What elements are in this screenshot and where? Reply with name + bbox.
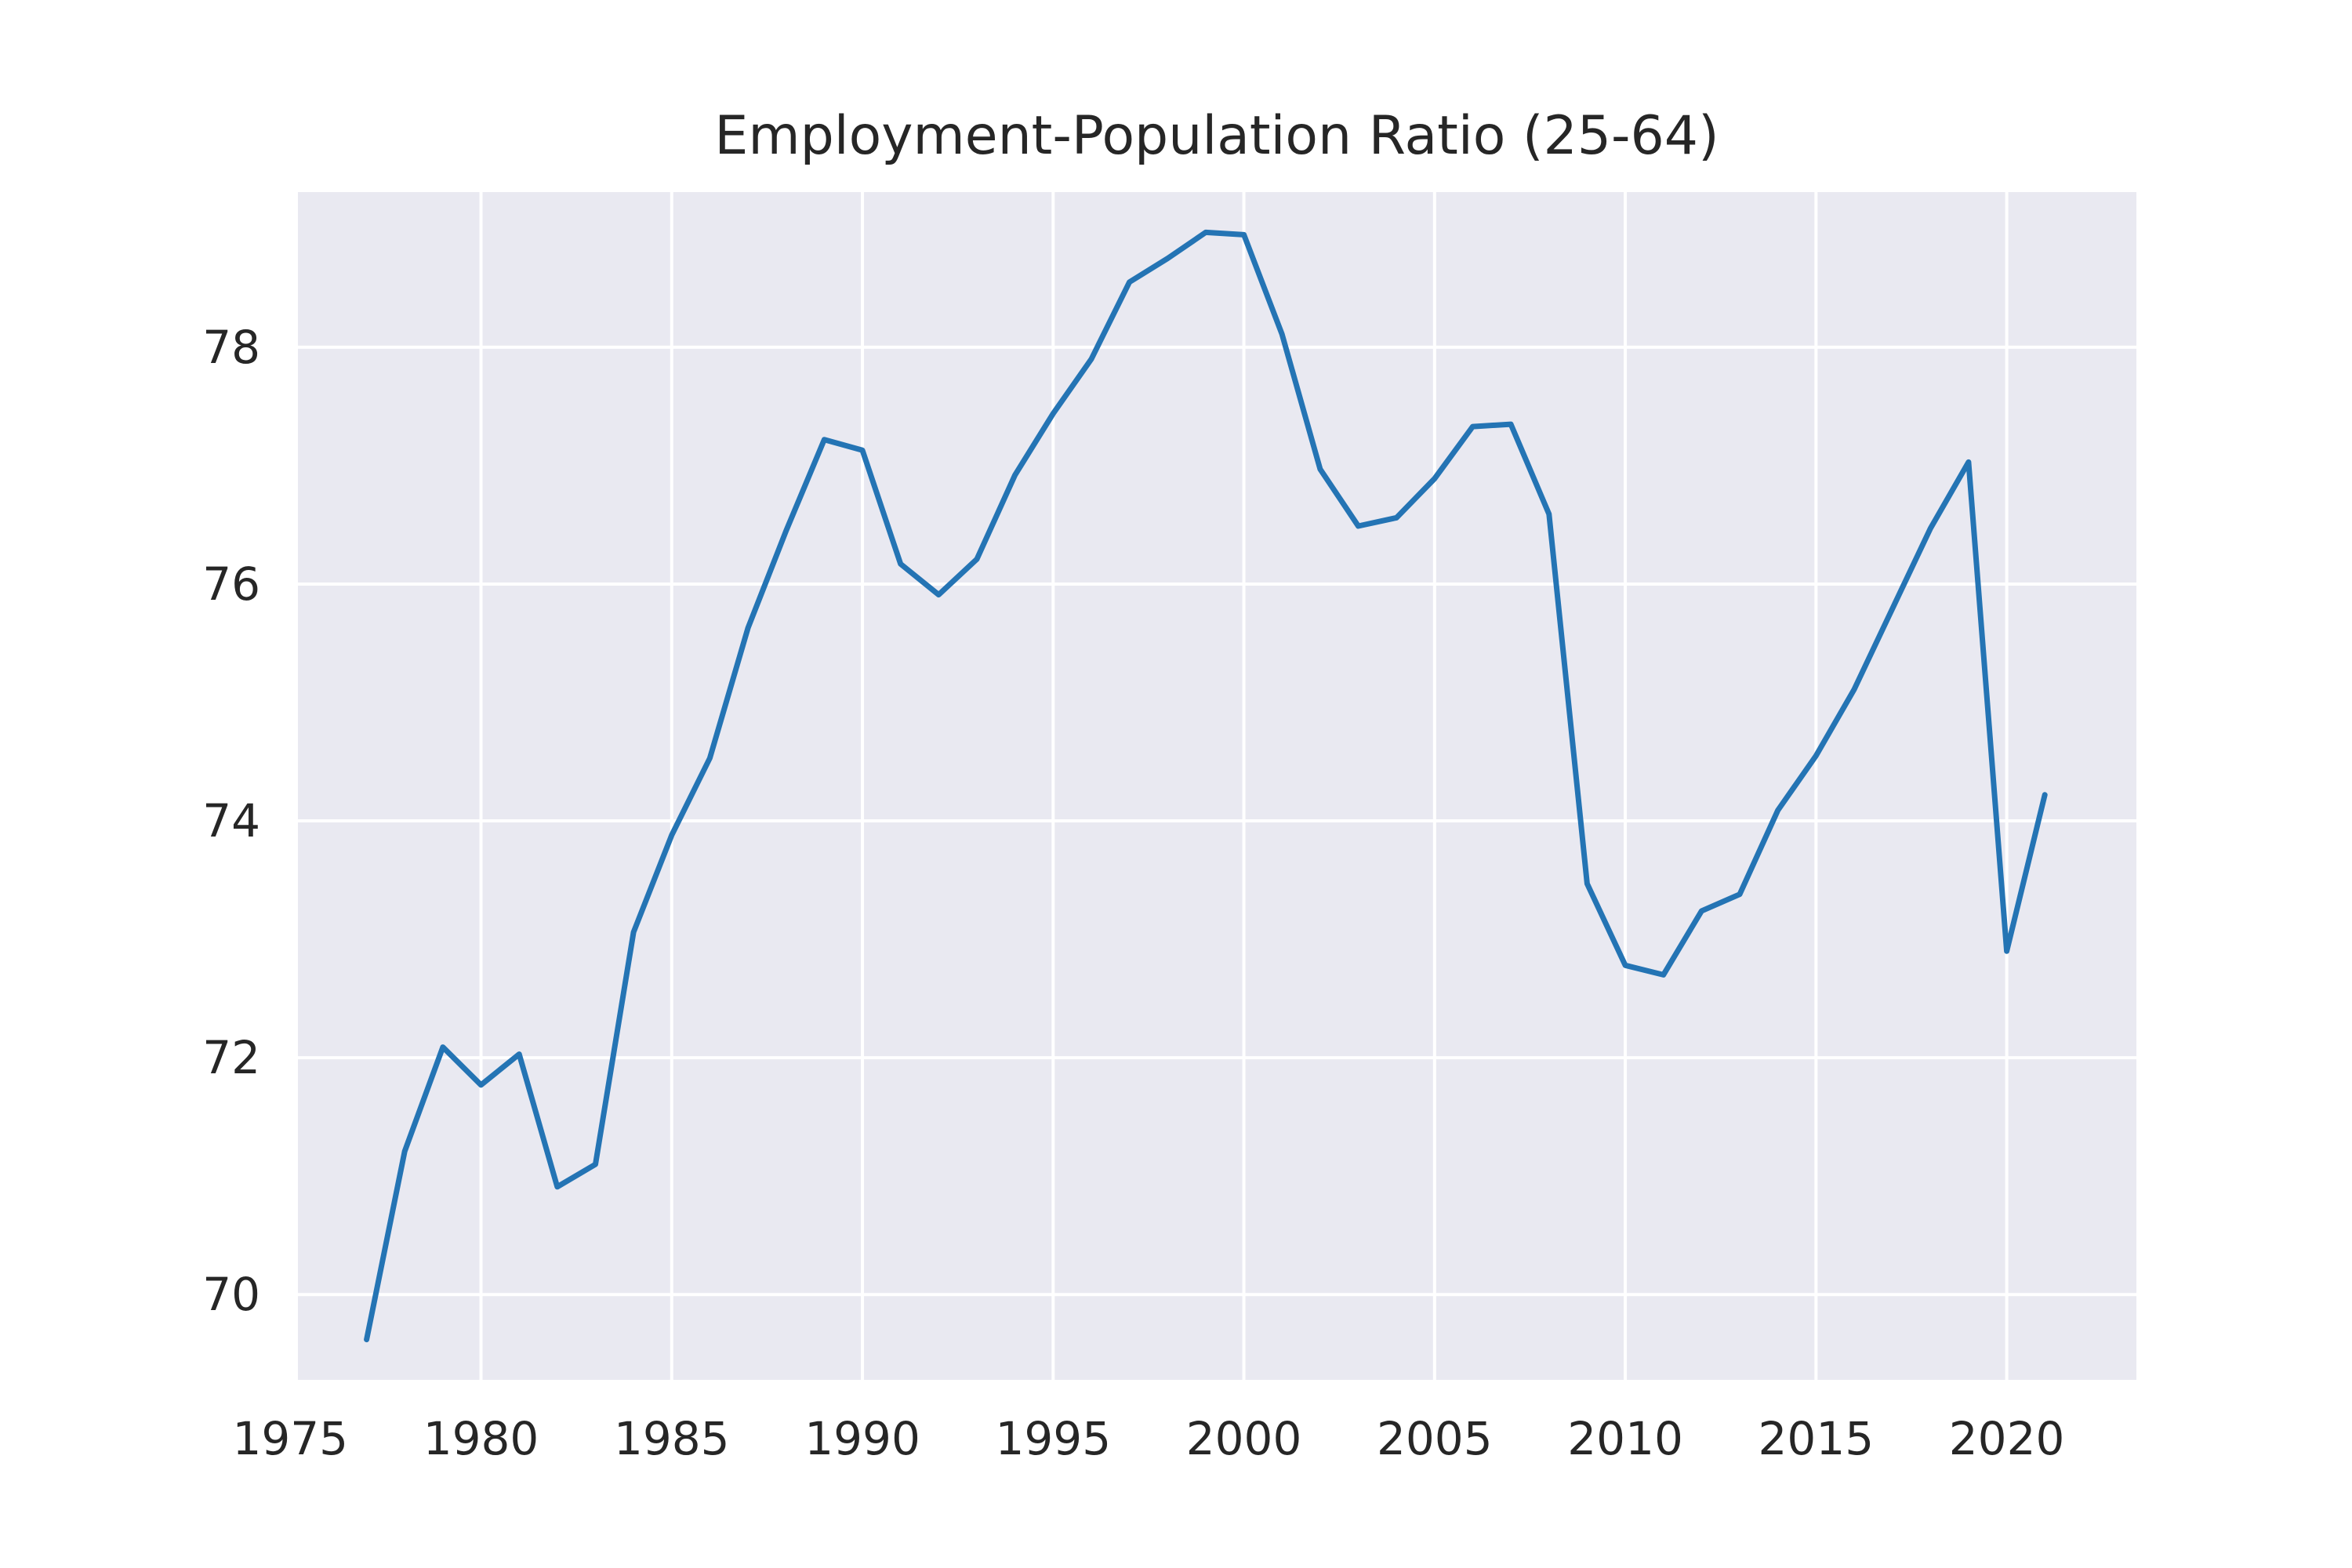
y-tick-label: 78 — [202, 321, 260, 374]
x-tick-label: 1985 — [614, 1412, 730, 1465]
x-tick-label: 2010 — [1567, 1412, 1683, 1465]
x-tick-label: 1990 — [804, 1412, 920, 1465]
chart-title: Employment-Population Ratio (25-64) — [714, 105, 1719, 167]
y-tick-label: 74 — [202, 794, 260, 848]
x-axis-ticks: 1975 1980 1985 1990 1995 2000 2005 2010 2015 2020 — [232, 1412, 2064, 1465]
series-group — [364, 229, 2048, 1343]
y-axis-ticks: 70 72 74 76 78 — [202, 321, 260, 1321]
series-line — [364, 229, 2048, 1343]
y-tick-label: 76 — [202, 557, 260, 611]
x-tick-label: 1975 — [232, 1412, 348, 1465]
y-tick-label: 70 — [202, 1268, 260, 1321]
x-tick-label: 1980 — [423, 1412, 539, 1465]
x-tick-label: 2000 — [1186, 1412, 1302, 1465]
x-tick-label: 1995 — [995, 1412, 1111, 1465]
x-tick-label: 2020 — [1949, 1412, 2065, 1465]
x-tick-label: 2015 — [1759, 1412, 1875, 1465]
plot-area — [298, 192, 2136, 1380]
x-tick-label: 2005 — [1377, 1412, 1493, 1465]
grid — [289, 192, 2136, 1380]
y-tick-label: 72 — [202, 1031, 260, 1084]
